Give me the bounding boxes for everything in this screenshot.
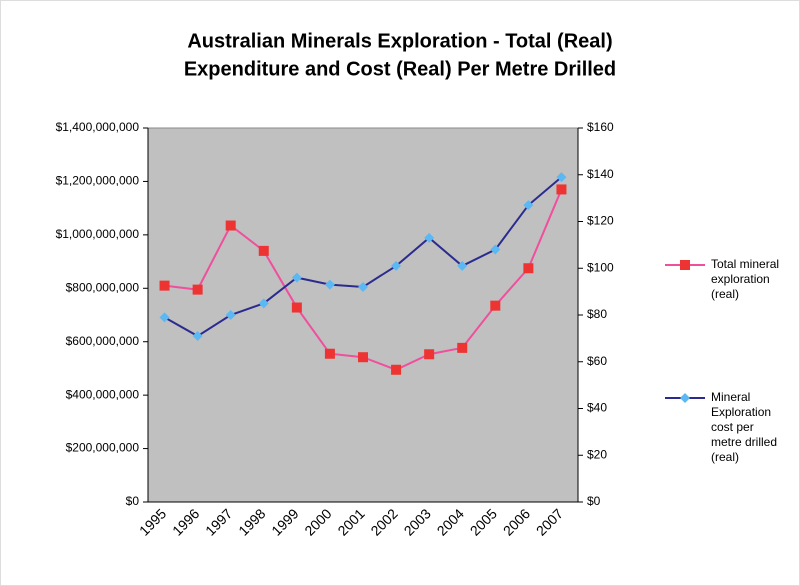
marker	[225, 310, 236, 320]
marker	[490, 300, 501, 311]
y-tick-label: $600,000,000	[66, 334, 140, 348]
marker	[391, 364, 402, 375]
y-tick-label: $1,400,000,000	[56, 120, 140, 134]
y-tick-label: $800,000,000	[66, 280, 140, 294]
marker	[258, 298, 269, 309]
marker	[192, 331, 203, 342]
y2-tick-label: $140	[587, 167, 614, 181]
y-tick-label: $1,000,000,000	[56, 227, 140, 241]
chart-title: Expenditure and Cost (Real) Per Metre Dr…	[184, 58, 616, 80]
y2-tick-label: $0	[587, 494, 601, 508]
legend-label-line: Total mineral	[711, 257, 779, 271]
y2-tick-label: $160	[587, 120, 614, 134]
marker	[192, 284, 203, 295]
marker	[358, 352, 368, 363]
marker	[523, 200, 534, 211]
marker	[490, 244, 501, 255]
chart-title: Australian Minerals Exploration - Total …	[187, 30, 612, 52]
plot-area	[147, 127, 579, 503]
legend-marker	[680, 393, 690, 403]
legend-label-line: Exploration	[711, 405, 771, 419]
marker	[523, 263, 534, 274]
legend-label-line: Mineral	[711, 390, 750, 404]
marker	[159, 312, 170, 323]
marker	[457, 260, 468, 271]
marker	[424, 232, 435, 243]
legend-label: Total mineral exploration (real)	[711, 257, 779, 301]
y2-tick-label: $60	[587, 354, 607, 368]
marker	[291, 302, 302, 313]
marker	[424, 349, 435, 360]
y2-tick-label: $120	[587, 214, 614, 228]
legend-label-line: exploration	[711, 272, 770, 286]
marker	[258, 245, 269, 256]
marker	[556, 184, 567, 195]
y-tick-label: $200,000,000	[66, 441, 140, 455]
marker	[324, 279, 335, 290]
legend-label-line: (real)	[711, 450, 739, 464]
legend-label-line: metre drilled	[711, 435, 777, 449]
y2-tick-label: $20	[587, 447, 607, 461]
marker	[324, 348, 335, 359]
marker	[391, 260, 402, 271]
marker	[457, 342, 468, 353]
marker	[159, 280, 170, 291]
y2-tick-label: $100	[587, 260, 614, 274]
y2-tick-label: $40	[587, 401, 607, 415]
marker	[225, 220, 236, 231]
legend-label-line: cost per	[711, 420, 754, 434]
legend-label-line: (real)	[711, 287, 739, 301]
y-tick-label: $400,000,000	[66, 387, 140, 401]
marker	[291, 272, 302, 283]
legend-label: Mineral Exploration cost per metre drilled(…	[711, 390, 777, 464]
marker	[358, 281, 368, 292]
y-tick-label: $0	[126, 494, 140, 508]
y-tick-label: $1,200,000,000	[56, 174, 140, 188]
marker	[556, 172, 567, 183]
y2-tick-label: $80	[587, 307, 607, 321]
legend-marker	[680, 260, 690, 270]
